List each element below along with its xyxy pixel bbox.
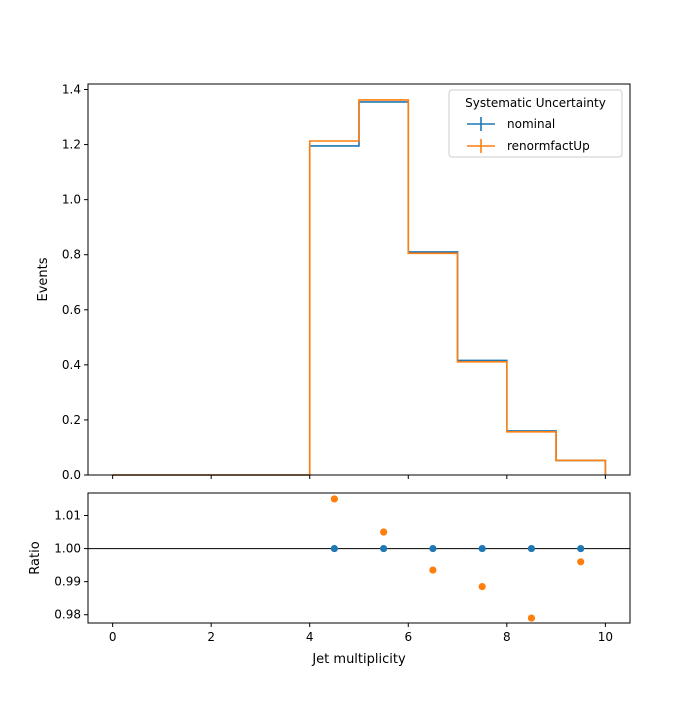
legend-title: Systematic Uncertainty [465,96,606,110]
ratio-panel: 0.98 0.99 1.00 1.01 0 2 4 6 8 10 Ratio Jet multipli… [28,492,631,667]
x-tick-label: 2 [207,630,215,644]
main-y-tick-label: 0.6 [62,303,81,317]
ratio-point-renormfactUp [429,566,437,574]
ratio-point-nominal [429,544,437,553]
main-axes-frame [87,83,631,476]
x-tick-label: 10 [598,630,613,644]
main-y-tick-label: 1.2 [62,138,81,152]
main-y-axis-label: Events [36,257,51,301]
legend-entry-nominal: nominal [507,117,555,131]
main-y-tick-label: 0.0 [62,468,81,482]
ratio-y-tick-label: 1.00 [54,542,81,556]
ratio-axes-frame [87,492,631,624]
ratio-point-nominal [577,544,585,553]
x-tick-label: 8 [503,630,511,644]
ratio-point-nominal [478,544,486,553]
main-y-tick-label: 0.2 [62,413,81,427]
ratio-point-renormfactUp [380,528,388,536]
legend-entry-renormfactUp: renormfactUp [507,139,590,153]
ratio-y-axis-label: Ratio [28,541,43,574]
legend-box [448,89,623,158]
main-panel: 0.0 0.2 0.4 0.6 0.8 1.0 1.2 1.4 Events Systematic… [36,83,631,482]
ratio-point-renormfactUp [577,558,585,566]
x-tick-label: 0 [109,630,117,644]
x-tick-label: 6 [404,630,412,644]
x-axis-label: Jet multiplicity [311,652,406,667]
ratio-point-nominal [330,544,338,553]
ratio-point-renormfactUp [478,583,486,591]
main-y-tick-label: 1.0 [62,193,81,207]
ratio-point-nominal [380,544,388,553]
ratio-y-tick-label: 1.01 [54,508,81,522]
main-y-tick-label: 0.4 [62,358,81,372]
ratio-point-renormfactUp [527,614,536,622]
main-y-tick-label: 0.8 [62,248,81,262]
main-y-tick-label: 1.4 [62,83,81,97]
ratio-y-tick-label: 0.99 [54,575,81,589]
histogram-line-nominal [112,101,607,476]
legend: Systematic Uncertainty nominal renormfactU… [448,89,623,158]
ratio-point-renormfactUp [330,495,338,503]
ratio-y-tick-label: 0.98 [54,608,81,622]
ratio-point-nominal [527,544,536,553]
x-tick-label: 4 [306,630,314,644]
